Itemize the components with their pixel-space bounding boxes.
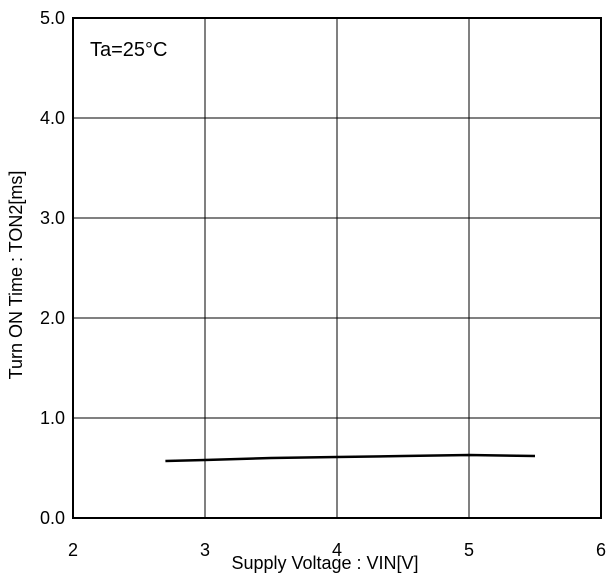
grid-lines — [72, 17, 602, 519]
y-tick-label: 3.0 — [40, 208, 65, 228]
y-tick-label: 5.0 — [40, 8, 65, 28]
plot-frame — [72, 17, 602, 519]
x-tick-label: 6 — [596, 540, 606, 560]
annotation-label: Ta=25°C — [90, 39, 168, 61]
series-group — [165, 453, 536, 463]
y-axis-title: Turn ON Time : TON2[ms] — [6, 171, 26, 380]
y-tick-label: 0.0 — [40, 508, 65, 528]
x-tick-label: 3 — [200, 540, 210, 560]
x-axis-title: Supply Voltage : VIN[V] — [231, 553, 418, 573]
x-tick-label: 5 — [464, 540, 474, 560]
y-tick-label: 1.0 — [40, 408, 65, 428]
y-tick-label: 2.0 — [40, 308, 65, 328]
series-line — [165, 453, 536, 463]
y-tick-label: 4.0 — [40, 108, 65, 128]
x-tick-labels: 2 3 4 5 6 — [68, 540, 606, 560]
x-tick-label: 2 — [68, 540, 78, 560]
x-tick-label: 4 — [332, 540, 342, 560]
y-tick-labels: 0.0 1.0 2.0 3.0 4.0 5.0 — [40, 8, 65, 528]
